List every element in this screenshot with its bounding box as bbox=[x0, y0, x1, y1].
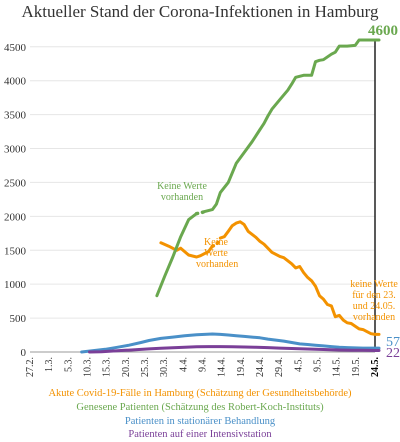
legend-item-recovered: Genesene Patienten (Schätzung des Robert… bbox=[76, 402, 324, 413]
x-tick-label: 24.4. bbox=[255, 357, 266, 377]
y-tick-label: 1500 bbox=[4, 245, 27, 257]
legend-item-acute: Akute Covid-19-Fälle in Hamburg (Schätzu… bbox=[48, 388, 352, 399]
y-tick-label: 1000 bbox=[4, 279, 27, 291]
y-tick-label: 0 bbox=[21, 347, 27, 359]
y-axis-ticks: 0 500 1000 1500 2000 2500 3000 3500 4000 4500 bbox=[4, 42, 27, 359]
annotation-green-gap: Keine Werte vorhanden bbox=[157, 181, 207, 203]
series-line-0 bbox=[159, 241, 214, 259]
x-tick-label: 24.5. bbox=[370, 357, 381, 378]
y-tick-label: 500 bbox=[10, 313, 27, 325]
y-tick-label: 3500 bbox=[4, 110, 27, 122]
series-line-0 bbox=[210, 236, 223, 248]
annotation-orange-gap: Keine Werte vorhanden bbox=[196, 237, 239, 270]
y-tick-label: 2500 bbox=[4, 177, 27, 189]
end-value-label: 4600 bbox=[368, 23, 398, 39]
y-tick-label: 4500 bbox=[4, 42, 27, 54]
legend-item-hospital: Patienten in stationärer Behandlung bbox=[124, 416, 276, 427]
x-tick-label: 4.5. bbox=[293, 357, 304, 372]
grid-lines bbox=[30, 40, 376, 353]
series-line-1 bbox=[203, 38, 381, 214]
x-axis-ticks: 27.2. 1.3. 5.3. 10.3. 15.3. 20.3. 25.3. 30.3. 4.… bbox=[25, 357, 381, 378]
y-tick-label: 2000 bbox=[4, 211, 27, 223]
series-lines bbox=[80, 38, 381, 354]
x-tick-label: 19.5. bbox=[351, 357, 362, 377]
series-line-3 bbox=[88, 345, 381, 354]
series-line-2 bbox=[80, 332, 381, 354]
x-tick-label: 14.4. bbox=[217, 357, 228, 377]
x-tick-label: 29.4. bbox=[274, 357, 285, 377]
x-tick-label: 25.3. bbox=[140, 357, 151, 377]
x-tick-label: 9.5. bbox=[313, 357, 324, 372]
legend-item-icu: Patienten auf einer Intensivstation bbox=[128, 429, 272, 440]
x-tick-label: 4.4. bbox=[178, 357, 189, 372]
y-tick-label: 4000 bbox=[4, 76, 27, 88]
x-tick-label: 30.3. bbox=[159, 357, 170, 377]
x-tick-label: 14.5. bbox=[332, 357, 343, 377]
series-line-1 bbox=[155, 212, 199, 298]
annotation-missing-days: keine Werte für den 23. und 24.05. vorha… bbox=[350, 279, 398, 323]
x-tick-label: 15.3. bbox=[102, 357, 113, 377]
x-tick-label: 27.2. bbox=[25, 357, 36, 377]
end-value-label: 57 bbox=[386, 335, 400, 350]
x-tick-label: 9.4. bbox=[198, 357, 209, 372]
x-tick-label: 1.3. bbox=[44, 357, 55, 372]
series-line-0 bbox=[218, 220, 381, 336]
end-value-label: 22 bbox=[386, 346, 400, 361]
x-tick-label: 20.3. bbox=[121, 357, 132, 377]
x-tick-label: 19.4. bbox=[236, 357, 247, 377]
x-tick-label: 10.3. bbox=[83, 357, 94, 377]
x-tick-label: 5.3. bbox=[63, 357, 74, 372]
chart-title: Aktueller Stand der Corona-Infektionen i… bbox=[21, 2, 379, 21]
y-tick-label: 3000 bbox=[4, 144, 27, 156]
